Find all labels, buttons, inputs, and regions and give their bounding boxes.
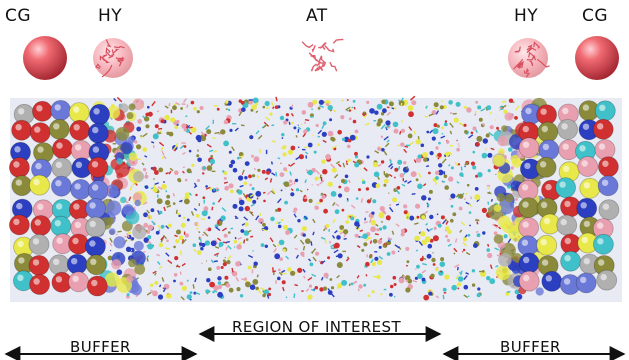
buffer-right-label: BUFFER (500, 338, 561, 356)
at-molecule-icon (301, 38, 344, 72)
cg-sphere-right-icon (575, 36, 619, 80)
cg-sphere-left-icon (23, 36, 67, 80)
hy-molecule-right-icon (508, 38, 550, 78)
buffer-left-label: BUFFER (70, 338, 131, 356)
region-of-interest-label: REGION OF INTEREST (232, 318, 402, 336)
label-cg-left: CG (5, 6, 32, 26)
label-at: AT (306, 6, 328, 26)
simulation-box (8, 95, 622, 302)
label-hy-right: HY (514, 6, 539, 26)
label-hy-left: HY (98, 6, 123, 26)
hy-molecule-left-icon (93, 38, 133, 78)
label-cg-right: CG (582, 6, 609, 26)
